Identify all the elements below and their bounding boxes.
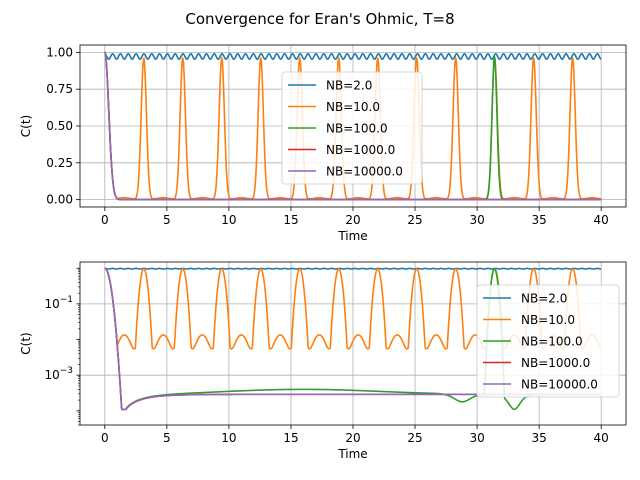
legend-entry: NB=10.0 bbox=[521, 313, 575, 327]
series-line-nb-10-0 bbox=[104, 51, 602, 200]
x-tick-label: 40 bbox=[594, 213, 609, 227]
y-tick-label: 1.00 bbox=[46, 45, 73, 59]
x-tick-label: 10 bbox=[221, 431, 236, 445]
x-tick-label: 30 bbox=[469, 213, 484, 227]
x-tick-label: 20 bbox=[345, 431, 360, 445]
x-tick-label: 15 bbox=[283, 213, 298, 227]
legend-entry: NB=100.0 bbox=[521, 335, 583, 349]
chart-panel-2: 0 5 10 15 20 25 30 35 4010−110−3TimeC(t)NB=2.0NB… bbox=[19, 261, 627, 461]
x-tick-label: 0 bbox=[101, 431, 109, 445]
y-tick-label: 10−3 bbox=[44, 366, 73, 382]
y-tick-label: 0.50 bbox=[46, 119, 73, 133]
y-axis-label: C(t) bbox=[19, 332, 33, 354]
legend-entry: NB=1000.0 bbox=[326, 143, 395, 157]
legend-entry: NB=10000.0 bbox=[521, 378, 598, 392]
x-tick-label: 20 bbox=[345, 213, 360, 227]
series-line-nb-100-0 bbox=[104, 267, 602, 411]
legend-entry: NB=10000.0 bbox=[326, 165, 403, 179]
legend: NB=2.0 NB=10.0 NB=100.0 NB=1000.0 NB=10000.0 bbox=[281, 71, 423, 185]
x-tick-label: 15 bbox=[283, 431, 298, 445]
axes-frame bbox=[79, 261, 627, 426]
x-tick-label: 30 bbox=[469, 431, 484, 445]
axes-frame bbox=[79, 44, 627, 208]
x-tick-label: 0 bbox=[101, 213, 109, 227]
legend-box bbox=[281, 71, 423, 185]
x-tick-label: 35 bbox=[531, 431, 546, 445]
series-line-nb-10000-0 bbox=[104, 51, 602, 201]
series-line-nb-2-0 bbox=[104, 267, 602, 270]
y-tick-label: 0.00 bbox=[46, 193, 73, 207]
x-tick-label: 5 bbox=[163, 213, 171, 227]
x-axis-label: Time bbox=[337, 229, 367, 243]
x-tick-label: 10 bbox=[221, 213, 236, 227]
legend-entry: NB=1000.0 bbox=[521, 356, 590, 370]
x-axis-label: Time bbox=[337, 447, 367, 461]
y-tick-label: 10−1 bbox=[44, 295, 73, 311]
x-tick-label: 35 bbox=[531, 213, 546, 227]
series-line-nb-2-0 bbox=[104, 51, 602, 60]
legend-entry: NB=2.0 bbox=[326, 79, 372, 93]
legend-box bbox=[476, 284, 620, 398]
y-axis-label: C(t) bbox=[19, 115, 33, 137]
chart-panel-1: 0 5 10 15 20 25 30 35 40 0.00 0.25 0.50 0.75 1.00 Time… bbox=[19, 44, 627, 243]
y-tick-label: 0.25 bbox=[46, 156, 73, 170]
x-tick-label: 5 bbox=[163, 431, 171, 445]
y-tick-label: 0.75 bbox=[46, 82, 73, 96]
legend-entry: NB=2.0 bbox=[521, 292, 567, 306]
x-tick-label: 25 bbox=[407, 213, 422, 227]
legend-entry: NB=100.0 bbox=[326, 122, 388, 136]
x-tick-label: 40 bbox=[594, 431, 609, 445]
figure-title: Convergence for Eran's Ohmic, T=8 bbox=[185, 10, 454, 28]
legend: NB=2.0 NB=10.0 NB=100.0 NB=1000.0 NB=10000.0 bbox=[476, 284, 620, 398]
x-tick-label: 25 bbox=[407, 431, 422, 445]
legend-entry: NB=10.0 bbox=[326, 100, 380, 114]
